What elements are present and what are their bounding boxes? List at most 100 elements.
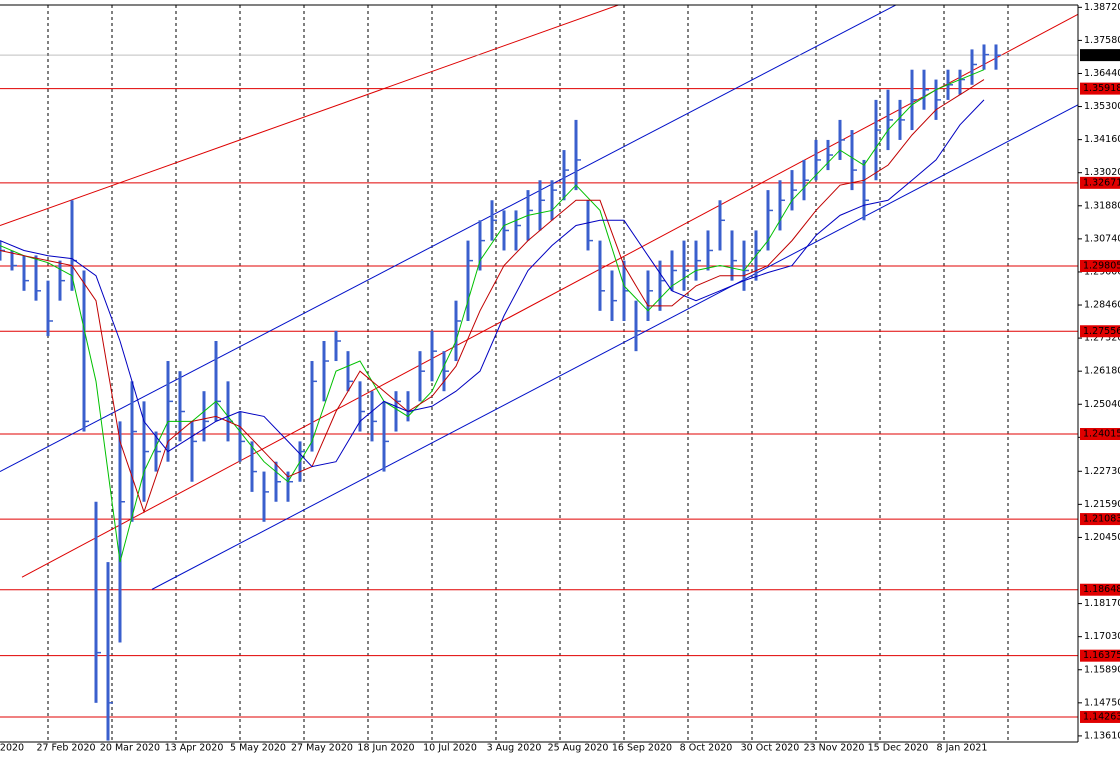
- y-tick-label: 1.13610: [1084, 730, 1120, 741]
- moving-average: [0, 99, 985, 468]
- level-box: [1080, 325, 1120, 338]
- price-bar: [406, 391, 410, 422]
- price-bar: [46, 280, 50, 337]
- level-label: 1.29805: [1083, 260, 1120, 271]
- price-bar: [562, 150, 566, 201]
- level-box: [1080, 583, 1120, 596]
- price-bar: [34, 255, 38, 301]
- price-bar: [970, 49, 974, 85]
- trend-line: [0, 5, 620, 226]
- price-bar: [646, 270, 650, 321]
- price-bar: [262, 471, 266, 522]
- price-bar: [106, 562, 110, 741]
- level-box: [1080, 259, 1120, 272]
- price-bar: [550, 180, 554, 221]
- level-box: [1080, 427, 1120, 440]
- y-tick-label: 1.34160: [1084, 134, 1120, 145]
- price-bar: [682, 240, 686, 291]
- price-bar: [238, 411, 242, 462]
- level-box: [1080, 82, 1120, 95]
- x-tick-label: 15 Dec 2020: [868, 743, 929, 754]
- price-bar: [538, 180, 542, 231]
- price-bar: [118, 421, 122, 643]
- x-tick-label: 8 Oct 2020: [680, 743, 733, 754]
- price-bar: [334, 330, 338, 362]
- grid: [47, 5, 1009, 742]
- price-bar: [310, 361, 314, 452]
- x-tick-label: 20 Mar 2020: [100, 743, 160, 754]
- price-bar: [82, 270, 86, 432]
- y-tick-label: 1.21590: [1084, 499, 1120, 510]
- price-bar: [466, 240, 470, 321]
- price-bar: [850, 130, 854, 191]
- level-box: [1080, 176, 1120, 189]
- price-bar: [358, 381, 362, 432]
- price-bar: [610, 270, 614, 321]
- level-box: [1080, 513, 1120, 526]
- level-label: 1.24015: [1083, 428, 1120, 439]
- y-tick-label: 1.30740: [1084, 233, 1120, 244]
- y-tick-label: 1.36440: [1084, 68, 1120, 79]
- x-tick-label: 2020: [0, 743, 24, 754]
- level-label: 1.35918: [1083, 83, 1120, 94]
- moving-average: [0, 79, 985, 514]
- price-bar: [130, 381, 134, 522]
- y-tick-label: 1.17030: [1084, 631, 1120, 642]
- level-box: [1080, 710, 1120, 723]
- price-bar: [382, 401, 386, 472]
- price-bar: [70, 200, 74, 291]
- price-bar: [22, 255, 26, 291]
- current-price-label: 1.37073: [1083, 50, 1120, 61]
- x-tick-label: 18 Jun 2020: [357, 743, 414, 754]
- x-tick-label: 23 Nov 2020: [804, 743, 865, 754]
- price-bar: [190, 421, 194, 482]
- y-tick-label: 1.38720: [1084, 2, 1120, 13]
- price-bar: [514, 210, 518, 251]
- price-bar: [418, 351, 422, 402]
- level-label: 1.18648: [1083, 584, 1120, 595]
- y-tick-label: 1.25040: [1084, 399, 1120, 410]
- x-tick-label: 10 Jul 2020: [423, 743, 477, 754]
- y-tick-label: 1.22730: [1084, 466, 1120, 477]
- y-tick-label: 1.31880: [1084, 200, 1120, 211]
- y-tick-label: 1.35300: [1084, 101, 1120, 112]
- level-label: 1.14263: [1083, 711, 1120, 722]
- price-bar: [214, 341, 218, 422]
- y-tick-label: 1.20450: [1084, 532, 1120, 543]
- price-bar: [346, 351, 350, 392]
- price-bar: [10, 250, 14, 271]
- price-bar: [766, 190, 770, 251]
- price-bar: [994, 44, 998, 70]
- x-tick-label: 27 May 2020: [291, 743, 353, 754]
- price-bar: [286, 471, 290, 502]
- price-bar: [874, 99, 878, 181]
- price-bar: [322, 341, 326, 402]
- x-tick-label: 5 May 2020: [230, 743, 286, 754]
- trend-line: [21, 13, 1078, 578]
- x-tick-label: 27 Feb 2020: [36, 743, 95, 754]
- price-bar: [586, 200, 590, 251]
- moving-average: [0, 69, 985, 563]
- price-bar: [658, 260, 662, 311]
- price-bar: [478, 220, 482, 271]
- trend-line: [151, 104, 1078, 590]
- price-bar: [94, 501, 98, 703]
- level-label: 1.32671: [1083, 177, 1120, 188]
- price-bar: [862, 159, 866, 221]
- x-tick-label: 16 Sep 2020: [612, 743, 672, 754]
- price-bar: [430, 330, 434, 382]
- y-tick-label: 1.18170: [1084, 598, 1120, 609]
- level-label: 1.27556: [1083, 326, 1120, 337]
- y-tick-label: 1.14750: [1084, 697, 1120, 708]
- price-bar: [202, 391, 206, 442]
- price-bar: [982, 44, 986, 70]
- price-bar: [166, 361, 170, 462]
- price-bar: [730, 230, 734, 281]
- y-tick-label: 1.33020: [1084, 167, 1120, 178]
- price-bar: [178, 371, 182, 442]
- price-bar: [226, 381, 230, 442]
- level-label: 1.21083: [1083, 514, 1120, 525]
- price-box: [1080, 49, 1120, 62]
